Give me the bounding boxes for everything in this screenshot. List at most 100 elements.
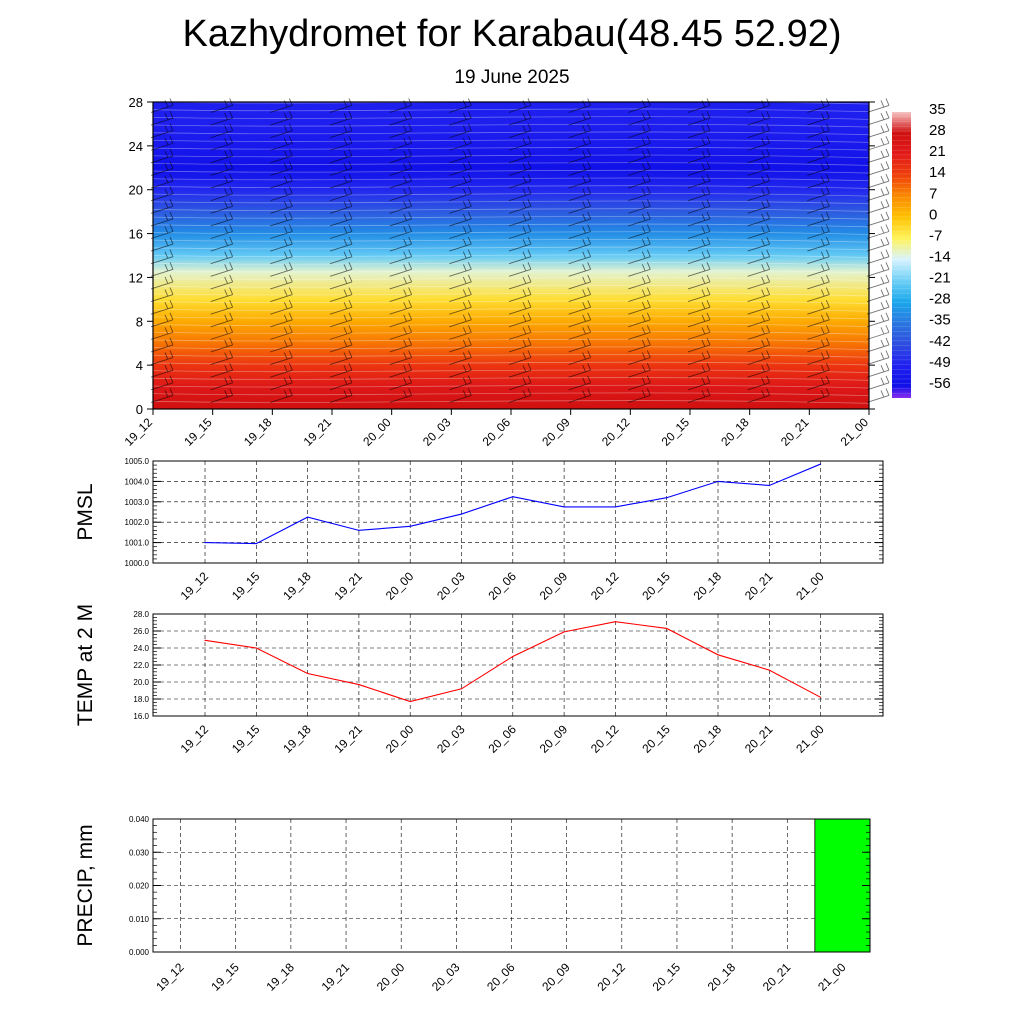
- wind-barb: [449, 148, 472, 164]
- wind-barb: [329, 337, 353, 353]
- wind-barb: [449, 249, 472, 265]
- wind-barb: [687, 199, 711, 214]
- wind-barb: [329, 199, 353, 214]
- y-tick-label: 16: [129, 227, 143, 242]
- colorbar-label: -7: [929, 227, 942, 244]
- wind-barb: [210, 136, 234, 151]
- wind-barb: [568, 123, 592, 139]
- wind-barb: [270, 173, 293, 189]
- wind-barb: [807, 224, 830, 239]
- y-tick-label: 0.010: [129, 915, 150, 924]
- wind-barb: [389, 161, 413, 176]
- wind-barb: [866, 110, 890, 126]
- wind-barb: [210, 363, 234, 378]
- contour-line: [152, 323, 870, 327]
- wind-barb: [628, 262, 651, 277]
- wind-barb: [687, 110, 711, 126]
- wind-barb: [747, 173, 771, 189]
- wind-barb: [150, 350, 174, 366]
- wind-barb: [270, 350, 293, 366]
- x-tick-label: 19_12: [178, 722, 212, 756]
- temperature-cross-section-panel: 0 4 8 12 16 20 24 28 19_12 19_15 19_18 19_21 20_00 20…: [122, 95, 890, 449]
- wind-barb: [210, 325, 234, 340]
- wind-barb: [210, 236, 234, 252]
- wind-barb: [866, 312, 890, 328]
- wind-barb: [508, 211, 532, 227]
- wind-barb: [329, 148, 353, 164]
- pmsl-point: [666, 497, 668, 499]
- wind-barb: [807, 312, 830, 328]
- wind-barb: [449, 299, 472, 315]
- y-tick-label: 18.0: [133, 695, 149, 704]
- wind-barb: [270, 262, 293, 277]
- wind-barb: [568, 186, 592, 202]
- wind-barb: [628, 236, 651, 252]
- wind-barb: [568, 262, 592, 277]
- colorbar-label: 35: [929, 101, 946, 118]
- wind-barb: [329, 110, 353, 126]
- y-tick-label: 28: [129, 95, 143, 110]
- wind-barb: [568, 350, 592, 366]
- wind-barb: [508, 262, 532, 277]
- x-tick-label: 20_21: [778, 415, 812, 449]
- wind-barb: [508, 173, 532, 189]
- chart-title: Kazhydromet for Karabau(48.45 52.92): [182, 13, 842, 55]
- wind-barb: [568, 337, 592, 353]
- y-tick-label: 4: [136, 358, 143, 373]
- contour-line: [152, 331, 870, 335]
- contour-line: [152, 200, 870, 205]
- wind-barb: [508, 224, 532, 239]
- wind-barb: [329, 236, 353, 252]
- wind-barb: [389, 148, 413, 164]
- temp-2m-point: [717, 654, 719, 656]
- wind-barb: [568, 299, 592, 315]
- y-tick-label: 22.0: [133, 661, 149, 670]
- wind-barb: [807, 325, 830, 340]
- wind-barb: [687, 236, 711, 252]
- wind-barb: [210, 211, 234, 227]
- precip-panel: 0.000 0.010 0.020 0.030 0.040 19_12 19_15 19_18…: [74, 815, 871, 994]
- wind-barb: [270, 211, 293, 227]
- y-tick-label: 16.0: [133, 712, 149, 721]
- wind-barb: [687, 161, 711, 176]
- x-tick-label: 20_12: [588, 722, 622, 756]
- wind-barb: [628, 363, 651, 378]
- wind-barb: [866, 299, 890, 315]
- y-axis-label: PMSL: [74, 483, 97, 540]
- wind-barb: [210, 173, 234, 189]
- contour-line: [152, 361, 870, 366]
- wind-barb: [449, 287, 472, 302]
- wind-barb: [329, 287, 353, 302]
- wind-barb: [568, 236, 592, 252]
- wind-barb: [807, 199, 830, 214]
- x-tick-label: 20_18: [691, 569, 725, 603]
- wind-barb: [270, 375, 293, 391]
- wind-barb: [449, 350, 472, 366]
- wind-barb: [508, 148, 532, 164]
- y-tick-label: 12: [129, 270, 143, 285]
- contour-line: [152, 116, 870, 120]
- wind-barb: [747, 110, 771, 126]
- x-tick-label: 20_06: [485, 722, 519, 756]
- temp-2m-point: [409, 700, 411, 703]
- y-axis-label: TEMP at 2 M: [74, 604, 97, 726]
- wind-barb: [628, 312, 651, 328]
- wind-barb: [150, 337, 174, 353]
- x-tick-label: 20_21: [742, 722, 776, 756]
- x-tick-label: 20_18: [705, 960, 739, 994]
- x-tick-label: 20_00: [383, 722, 417, 756]
- wind-barb: [389, 123, 413, 139]
- wind-barb: [807, 375, 830, 391]
- contour-line: [152, 269, 870, 274]
- wind-barb: [329, 249, 353, 265]
- wind-barb: [270, 299, 293, 315]
- wind-barb: [270, 236, 293, 252]
- temp-2m-point: [512, 655, 514, 658]
- contour-line: [152, 369, 870, 374]
- wind-barb: [687, 325, 711, 340]
- x-tick-label: 21_00: [793, 722, 827, 756]
- contour-line: [152, 262, 870, 266]
- wind-barb: [270, 249, 293, 265]
- x-tick-label: 20_06: [485, 569, 519, 603]
- temp-2m-point: [820, 696, 822, 698]
